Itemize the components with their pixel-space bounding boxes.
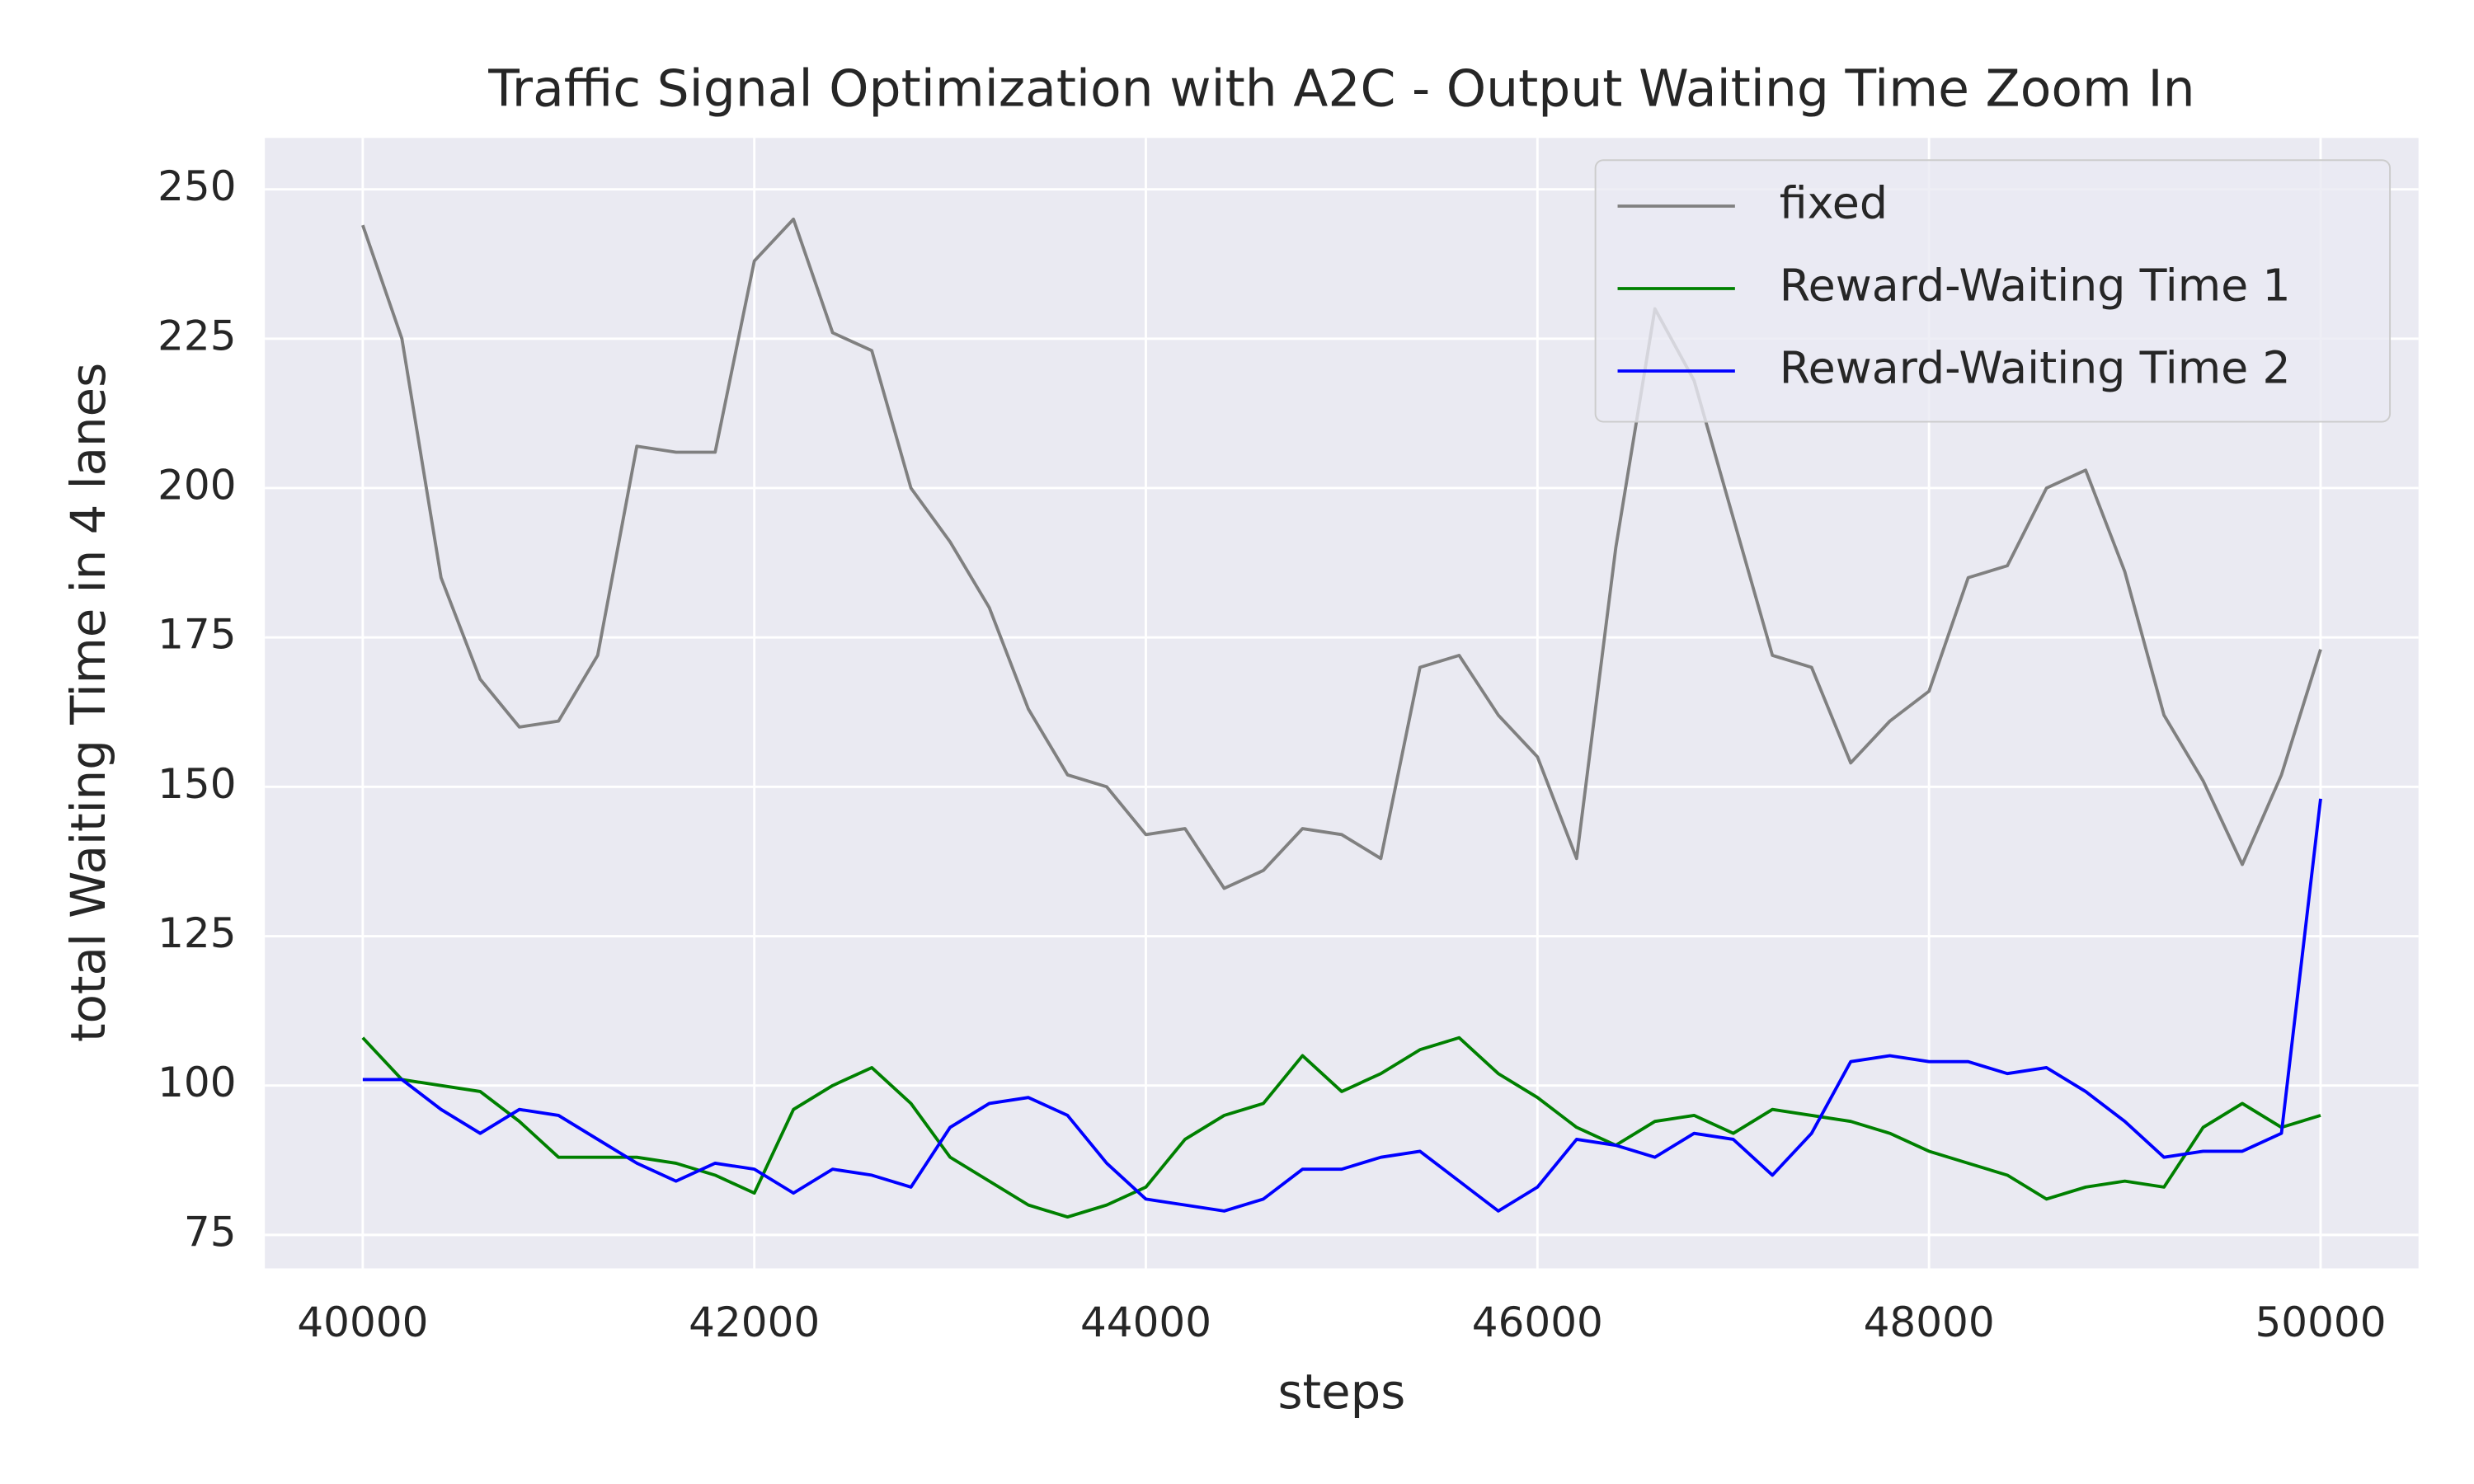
legend: fixed Reward-Waiting Time 1 Reward-Waiting… xyxy=(1594,159,2392,423)
y-tick-label: 100 xyxy=(158,1059,236,1106)
y-tick-label: 175 xyxy=(158,611,236,659)
chart-title: Traffic Signal Optimization with A2C - O… xyxy=(487,59,2194,119)
y-tick-label: 125 xyxy=(158,909,236,957)
x-tick-label: 40000 xyxy=(297,1298,428,1346)
x-tick-label: 42000 xyxy=(689,1298,820,1346)
legend-label: Reward-Waiting Time 2 xyxy=(1780,342,2291,394)
y-axis-label: total Waiting Time in 4 lanes xyxy=(60,363,116,1042)
data-line xyxy=(362,798,2322,1213)
x-tick-label: 48000 xyxy=(1864,1298,1995,1346)
y-tick-label: 225 xyxy=(158,312,236,359)
x-tick-label: 44000 xyxy=(1080,1298,1211,1346)
data-line xyxy=(361,217,2322,890)
legend-box xyxy=(1594,159,2392,423)
y-tick-label: 150 xyxy=(158,760,236,808)
data-line xyxy=(361,1036,2321,1219)
legend-label: fixed xyxy=(1780,177,1888,229)
y-tick-label: 200 xyxy=(158,461,236,509)
y-tick-label: 250 xyxy=(158,162,236,210)
x-tick-label: 46000 xyxy=(1472,1298,1603,1346)
y-tick-label: 75 xyxy=(184,1208,237,1256)
legend-label: Reward-Waiting Time 1 xyxy=(1780,260,2291,312)
x-tick-label: 50000 xyxy=(2255,1298,2386,1346)
x-axis-label: steps xyxy=(1278,1364,1406,1420)
